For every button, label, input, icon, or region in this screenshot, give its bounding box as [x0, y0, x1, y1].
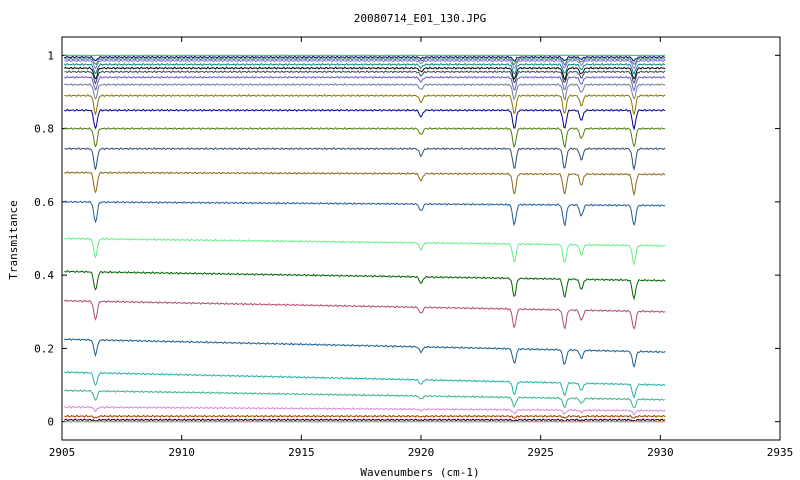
spectrum-series-line [64, 57, 666, 67]
chart-title: 20080714_E01_130.JPG [354, 12, 486, 25]
spectrum-series-line [64, 147, 666, 171]
x-axis-label: Wavenumbers (cm-1) [360, 466, 479, 479]
spectrum-series-line [63, 299, 666, 330]
spectrum-series-line [64, 170, 666, 197]
y-axis-label: Transmitance [7, 200, 20, 279]
plot-frame [61, 36, 781, 441]
spectrum-series-line [64, 337, 666, 369]
spectrum-series-line [64, 126, 666, 149]
spectrum-series-line [64, 75, 666, 92]
spectrum-series-line [64, 93, 666, 116]
x-tick-label: 2905 [49, 446, 76, 459]
spectrum-series-line [64, 59, 666, 70]
y-tick-label: 0.2 [34, 342, 54, 355]
x-tick-label: 2920 [408, 446, 435, 459]
spectrum-series-line [64, 55, 666, 63]
x-tick-label: 2930 [647, 446, 674, 459]
spectrum-series-line [64, 370, 666, 399]
x-tick-label: 2910 [168, 446, 195, 459]
x-tick-label: 2915 [288, 446, 315, 459]
spectrum-series-line [64, 108, 666, 131]
spectrum-series-line [64, 70, 666, 85]
spectrum-series-line [64, 62, 666, 75]
x-tick-label: 2925 [527, 446, 554, 459]
plot-area: 2905 2910 2915 2920 2925 2930 2935 0 0.2 0.4 0.6 0.… [34, 36, 794, 459]
spectrum-series-line [64, 66, 666, 81]
x-tick-label: 2935 [767, 446, 794, 459]
spectrum-series-line [64, 420, 666, 423]
spectrum-series-line [64, 82, 666, 102]
spectrum-series-line [64, 405, 666, 416]
spectrum-series-line [63, 200, 666, 227]
y-tick-label: 1 [47, 49, 54, 62]
y-tick-label: 0 [47, 416, 54, 429]
y-tick-label: 0.8 [34, 123, 54, 136]
y-tick-label: 0.4 [34, 269, 54, 282]
spectrum-series-line [64, 414, 666, 419]
y-tick-label: 0.6 [34, 196, 54, 209]
spectrum-series-line [63, 389, 666, 409]
spectrum-series-line [64, 237, 666, 266]
spectrum-series-line [64, 54, 666, 57]
spectrum-series-line [64, 269, 666, 301]
